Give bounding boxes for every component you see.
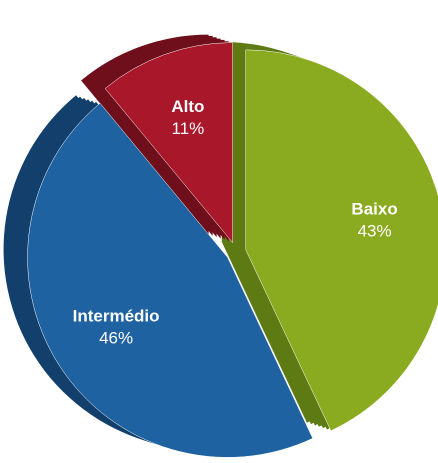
slice bbox=[104, 42, 233, 244]
slice-value-label: 43% bbox=[358, 222, 392, 241]
slice-label: Intermédio bbox=[73, 307, 160, 326]
slice-label: Baixo bbox=[351, 200, 397, 219]
pie bbox=[27, 42, 438, 458]
slice bbox=[245, 49, 438, 432]
slice-value-label: 46% bbox=[99, 329, 133, 348]
slice-value-label: 11% bbox=[172, 119, 205, 138]
labels: Baixo 43% Intermédio 46% Alto 11% bbox=[73, 97, 398, 348]
slice-label: Alto bbox=[171, 97, 204, 116]
slice bbox=[27, 102, 314, 458]
